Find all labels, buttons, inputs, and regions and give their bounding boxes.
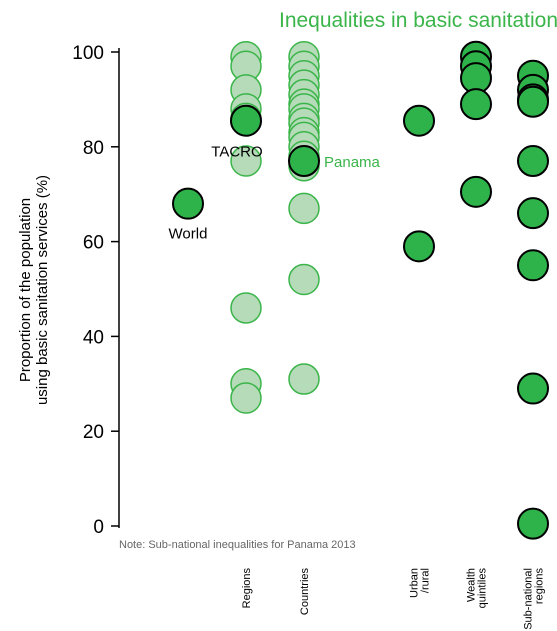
annotation-tacro: TACRO [211, 144, 262, 161]
y-tick-label: 100 [72, 43, 104, 64]
y-axis-label-line1: Proportion of the population [17, 198, 34, 382]
data-point-urban_rural [403, 230, 435, 263]
category-label-subnational: Sub-national [523, 568, 535, 630]
data-point-subnational [517, 507, 549, 540]
data-point-world [172, 187, 204, 220]
data-point-urban_rural [403, 104, 435, 137]
y-tick-label: 40 [83, 327, 104, 348]
data-point-subnational [517, 249, 549, 282]
data-point-subnational [517, 197, 549, 230]
y-tick-label: 20 [83, 422, 104, 443]
chart-note: Note: Sub-national inequalities for Pana… [119, 539, 356, 551]
y-tick-label: 80 [83, 138, 104, 159]
highlight-point-regions [230, 104, 262, 137]
data-point-regions [230, 382, 262, 414]
annotation-panama: Panama [324, 154, 381, 171]
data-point-countries [288, 263, 320, 296]
category-label-regions: Regions [241, 568, 253, 609]
y-axis-ticks: 0 20 40 60 80 100 [72, 43, 119, 538]
highlight-point-countries [288, 145, 320, 178]
y-tick-label: 60 [83, 233, 104, 254]
data-point-wealth [460, 88, 492, 121]
data-point-regions [230, 292, 262, 324]
chart-title: Inequalities in basic sanitation [279, 9, 557, 32]
data-point-regions [230, 145, 262, 177]
data-point-subnational [517, 85, 549, 118]
category-labels: Regions Countries Urban/rural Wealth quintil… [241, 568, 546, 630]
y-tick-label: 0 [93, 517, 104, 538]
data-points [172, 40, 549, 540]
annotations: World TACRO Panama [169, 144, 381, 243]
annotation-world: World [169, 226, 208, 243]
data-point-subnational [517, 145, 549, 178]
data-point-countries [288, 363, 320, 395]
data-point-countries [288, 192, 320, 225]
category-label-subnational: regions [534, 568, 546, 605]
category-label-urban_rural: Urban [409, 568, 421, 598]
data-point-wealth [460, 175, 492, 208]
y-axis-label-line2: using basic sanitation services (%) [34, 175, 51, 405]
category-label-urban_rural: /rural [420, 568, 432, 593]
category-label-countries: Countries [299, 568, 311, 616]
data-point-subnational [517, 372, 549, 405]
category-label-wealth: quintiles [477, 568, 489, 609]
category-label-wealth: Wealth [466, 568, 478, 602]
y-axis-label: Proportion of the population using basic… [17, 175, 51, 405]
